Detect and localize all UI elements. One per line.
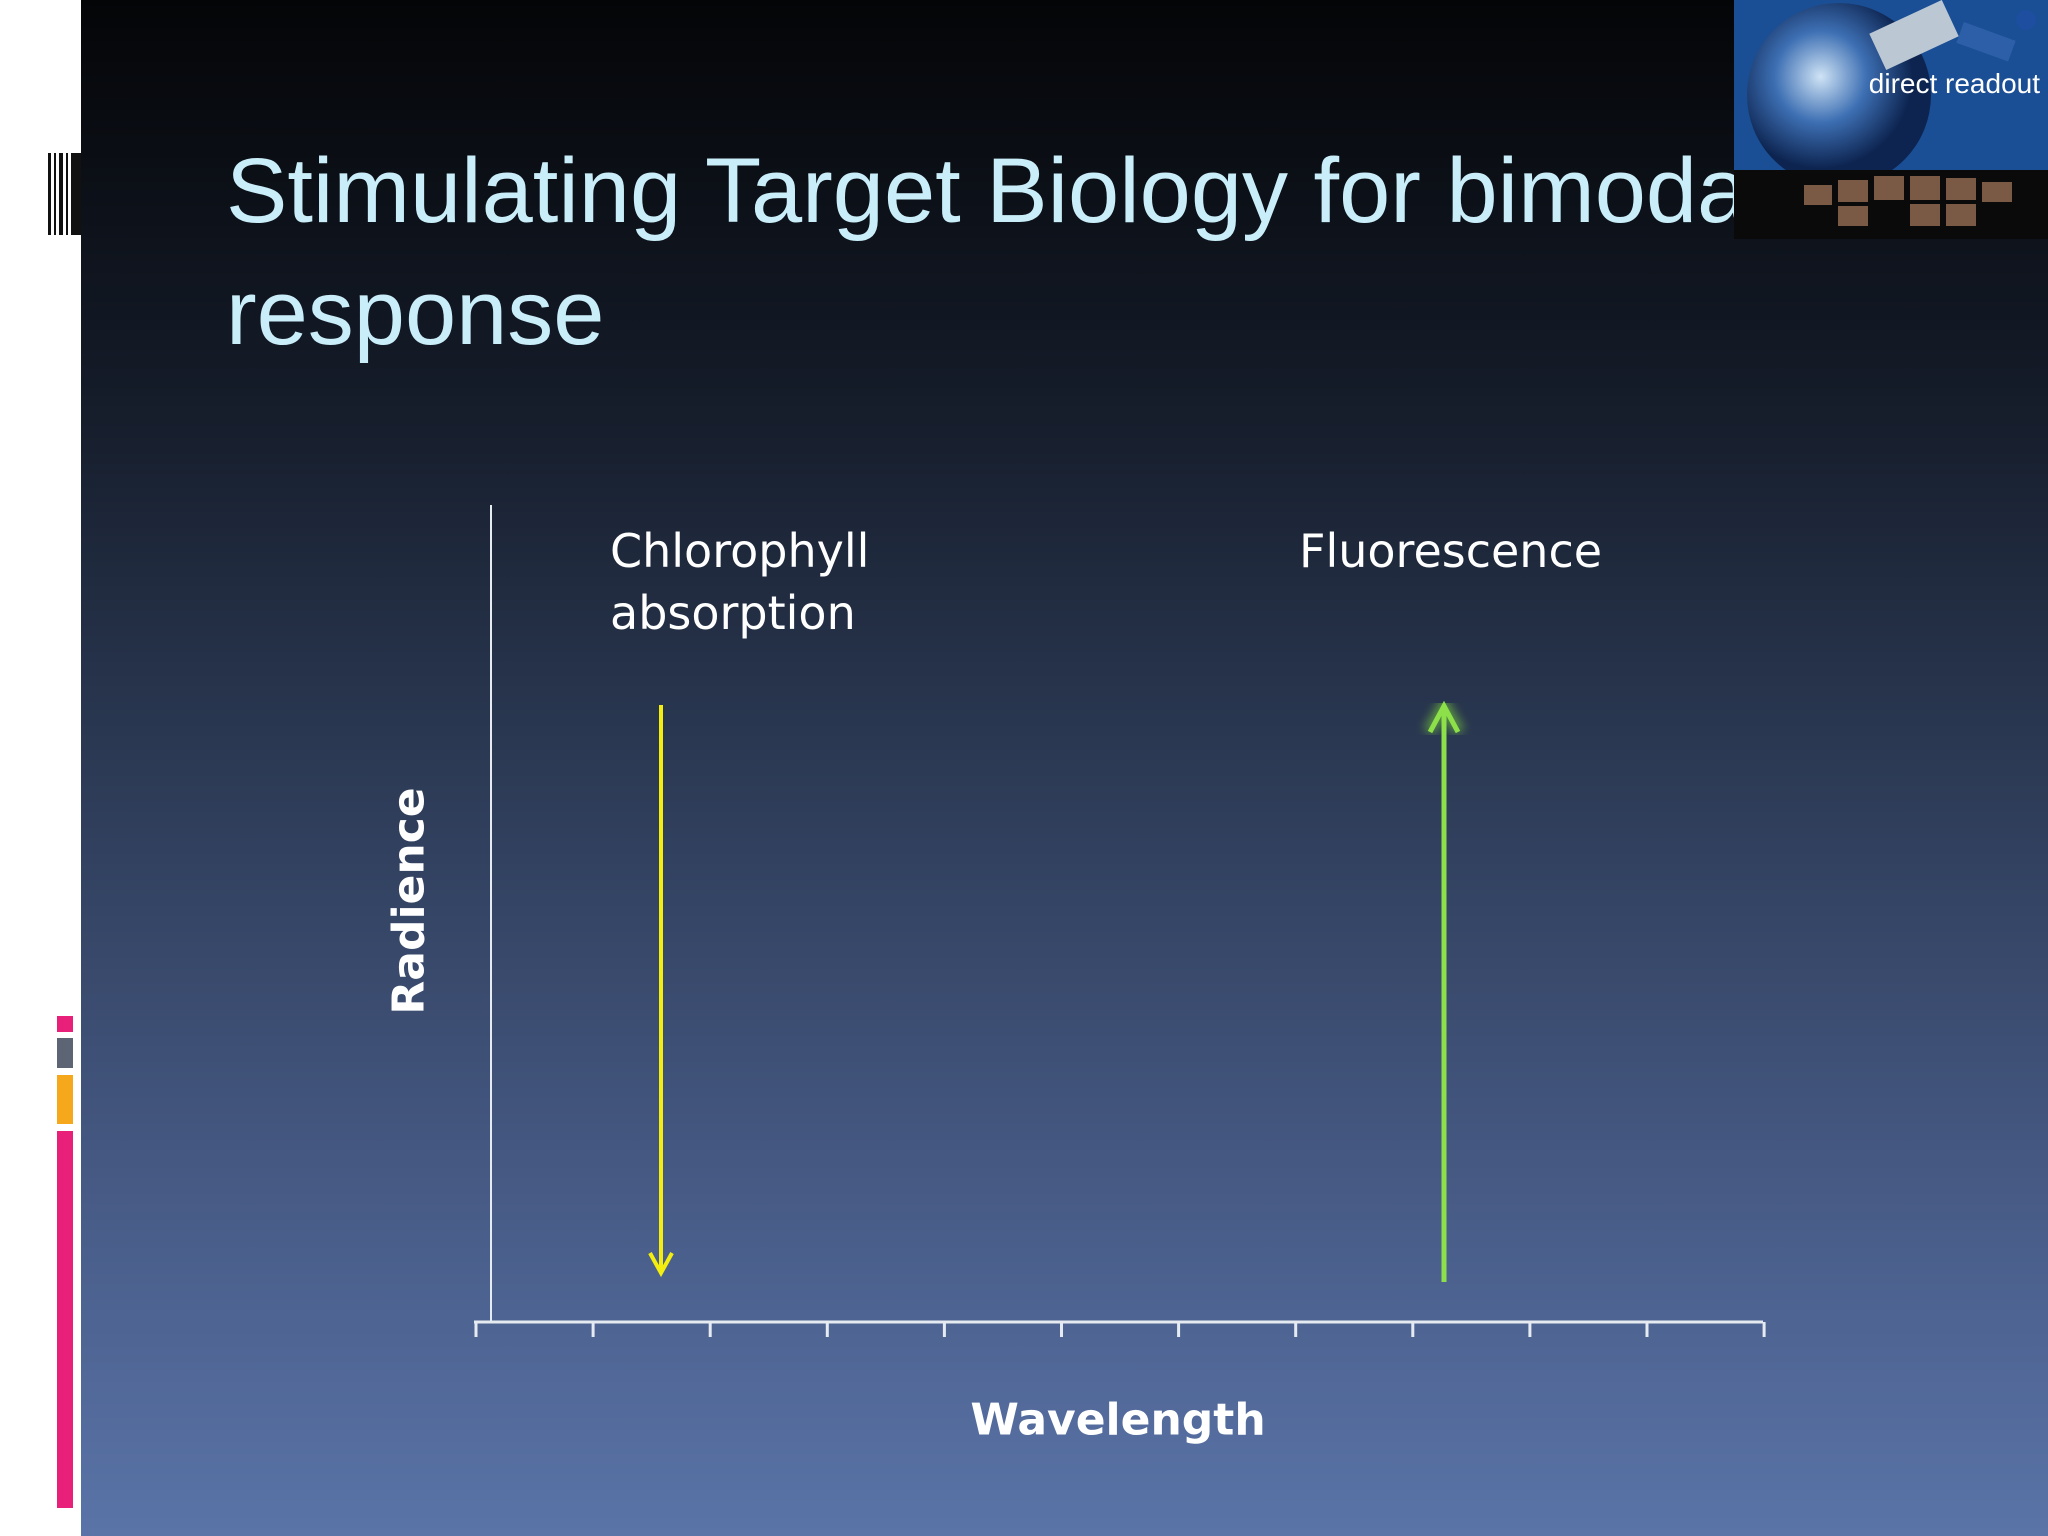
absorption-arrowhead <box>648 1252 674 1278</box>
logo-caption: direct readout <box>1868 68 2040 99</box>
diagram-label: Fluorescence <box>1299 524 1603 578</box>
side-decoration <box>48 153 81 1508</box>
y-axis-label: Radience <box>383 787 435 1015</box>
logo-art <box>1734 0 2048 239</box>
x-ticks <box>474 1322 1766 1337</box>
slide-title: Stimulating Target Biology for bimodal r… <box>226 140 1769 364</box>
fluorescence-arrow <box>1423 693 1465 1282</box>
slide <box>81 0 2048 1536</box>
logo: direct readout <box>1734 0 2048 239</box>
x-axis-label: Wavelength <box>970 1394 1266 1446</box>
diagram-label: Chlorophyll absorption <box>610 524 870 640</box>
